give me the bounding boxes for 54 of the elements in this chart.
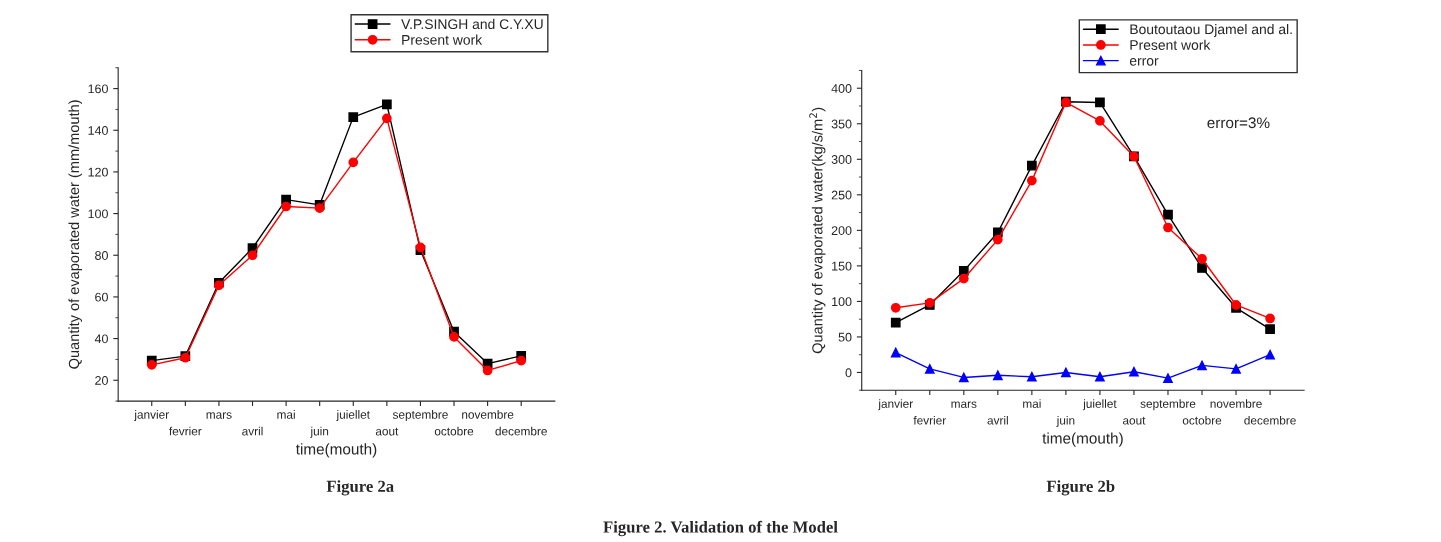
y-tick-label: 250 (831, 190, 852, 200)
y-tick-label: 20 (95, 376, 108, 385)
x-tick-label: octobre (434, 426, 474, 436)
text: Figure 2b (1046, 480, 1115, 496)
x-tick-label: octobre (1182, 415, 1222, 425)
y-tick-label: 120 (88, 167, 108, 177)
annotation: error=3% (1207, 117, 1270, 129)
x-tick-label: mai (277, 410, 295, 419)
x-axis-title: time(mouth) (295, 443, 377, 458)
y-tick-label: 40 (94, 334, 108, 344)
x-tick-label: septembre (1140, 399, 1196, 411)
y-tick-label: 350 (831, 119, 852, 129)
x-tick-label: mars (951, 401, 977, 408)
y-tick-label: 160 (88, 84, 108, 94)
legend-label: Present work (402, 34, 483, 45)
y-tick-label: 200 (831, 226, 852, 235)
x-tick-label: mars (206, 412, 232, 419)
y-tick-label: 100 (88, 209, 108, 219)
x-tick-label: decembre (1244, 415, 1296, 425)
x-tick-label: juin (1056, 415, 1075, 427)
x-tick-label: juin (310, 426, 329, 438)
y-tick-label: 50 (838, 332, 852, 342)
y-tick-label: 0 (845, 368, 852, 378)
y-tick-label: 150 (832, 261, 852, 271)
y-axis-title: Quantity of evaporated water (mm/mouth) (68, 100, 83, 369)
y-tick-label: 140 (88, 126, 108, 135)
y-tick-label: 400 (831, 84, 852, 93)
x-tick-label: septembre (392, 410, 448, 422)
x-tick-label: fevrier (169, 426, 202, 436)
x-tick-label: juiellet (1082, 399, 1117, 411)
legend-label: V.P.SINGH and C.Y.XU (401, 18, 543, 30)
x-tick-label: juiellet (336, 410, 370, 422)
legend-label: error (1129, 58, 1159, 66)
y-tick-label: 100 (832, 297, 852, 307)
x-tick-label: avril (242, 426, 263, 436)
legend-label: Present work (1130, 39, 1211, 50)
x-axis-title: time(mouth) (1042, 432, 1123, 447)
caption: Figure 2. Validation of the Model (603, 520, 838, 537)
y-axis-title: Quantity of evaporated water(kg/s/m$^{2}$) (809, 107, 826, 354)
legend-label: Boutoutaou Djamel and al. (1130, 24, 1292, 37)
x-tick-label: janvier (878, 399, 913, 411)
x-tick-label: janvier (134, 410, 169, 422)
y-tick-label: 300 (831, 155, 852, 164)
text: Figure 2a (326, 480, 394, 496)
x-tick-label: decembre (495, 426, 547, 436)
x-tick-label: aout (1122, 416, 1146, 425)
x-tick-label: mai (1023, 399, 1041, 408)
x-tick-label: fevrier (913, 415, 946, 425)
x-tick-label: novembre (1210, 399, 1262, 408)
y-tick-label: 80 (95, 251, 108, 260)
x-tick-label: avril (987, 415, 1008, 425)
y-tick-label: 60 (95, 292, 108, 302)
x-tick-label: aout (375, 427, 399, 436)
x-tick-label: novembre (462, 410, 514, 419)
